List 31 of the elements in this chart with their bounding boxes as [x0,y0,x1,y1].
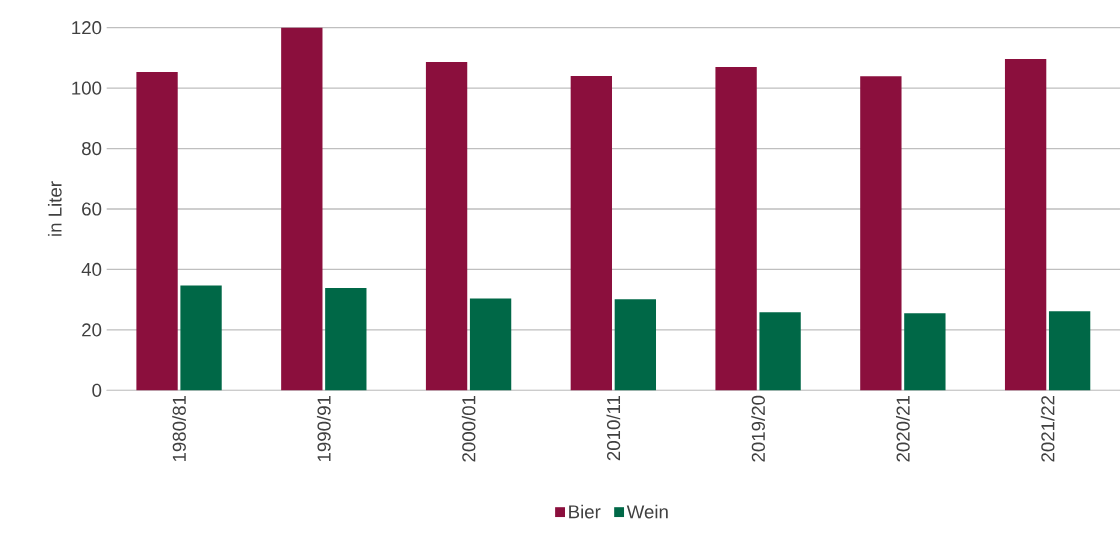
x-tick-label: 2020/21 [896,395,910,462]
y-tick-label: 40 [81,262,102,277]
x-tick-label: 1980/81 [172,395,186,462]
y-tick-label: 60 [82,202,102,216]
bar [281,27,323,391]
bar [904,313,946,391]
legend-label: Bier [569,504,601,519]
y-tick-label: 0 [92,383,102,397]
x-tick-label: 2000/01 [461,395,476,462]
legend-label: Wein [626,504,668,519]
bar [715,66,757,391]
bar [614,299,657,391]
bar [860,76,902,391]
x-tick-label: 1990/91 [316,395,331,462]
bar [759,312,801,391]
bar [136,72,178,391]
y-axis-title: in Liter [47,181,62,236]
bar [1048,311,1091,391]
bar [469,298,512,391]
y-tick-label: 120 [72,21,102,35]
bar [325,287,367,391]
x-tick-label: 2010/11 [606,395,621,461]
x-tick-label: 2021/22 [1040,395,1055,462]
bar [425,62,468,391]
y-tick-label: 20 [82,323,102,337]
y-tick-label: 80 [82,141,102,156]
y-tick-label: 100 [72,81,102,95]
x-tick-label: 2019/20 [751,395,765,462]
bar [570,76,613,391]
bar [180,285,222,391]
bar [1004,59,1047,391]
